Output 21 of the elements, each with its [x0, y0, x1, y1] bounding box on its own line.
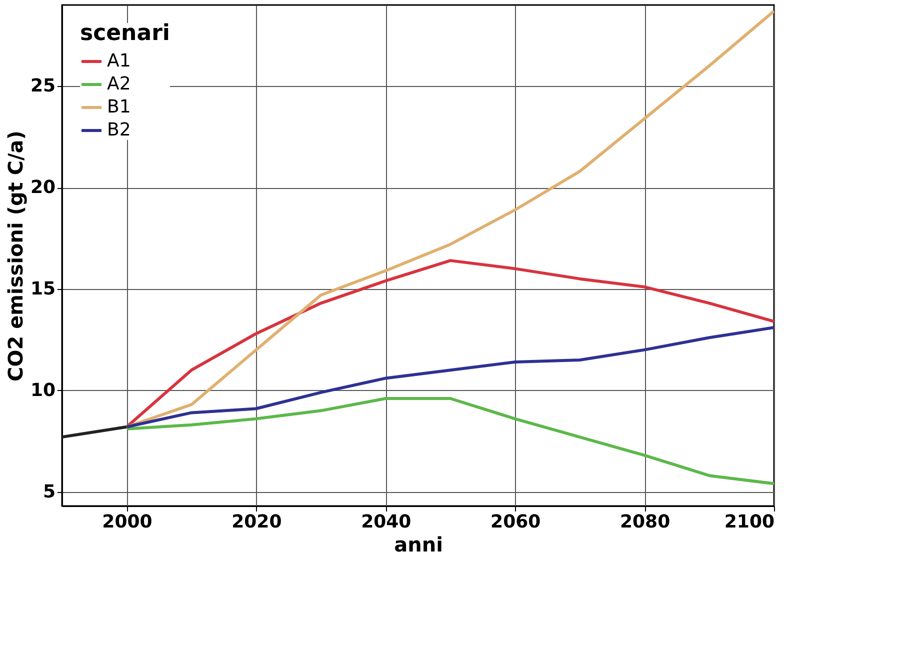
x-tick-label: 2020: [232, 512, 282, 532]
line-series: [125, 326, 774, 428]
legend-label: B1: [107, 96, 131, 118]
x-axis-title: anni: [394, 532, 443, 556]
y-tick-label: 15: [30, 278, 56, 300]
legend-label: B2: [107, 120, 131, 140]
x-tick-label: 2060: [490, 512, 541, 532]
x-tick-label: 2000: [102, 512, 152, 532]
line-series: [125, 397, 774, 486]
y-tick-label: 25: [30, 76, 56, 97]
x-tick-label: 2080: [620, 512, 670, 532]
x-tick-label: 2040: [361, 512, 412, 532]
legend-title: scenari: [80, 21, 170, 46]
y-tick-label: 5: [42, 481, 56, 502]
y-tick-label: 10: [30, 380, 56, 401]
y-tick-label: 20: [30, 177, 56, 198]
y-axis-title: CO2 emissioni (gt C/a): [3, 130, 28, 382]
line-series: [125, 259, 774, 428]
legend-label: A2: [107, 74, 131, 94]
legend-label: A1: [107, 50, 131, 72]
x-tick-label: 2100: [724, 512, 774, 532]
